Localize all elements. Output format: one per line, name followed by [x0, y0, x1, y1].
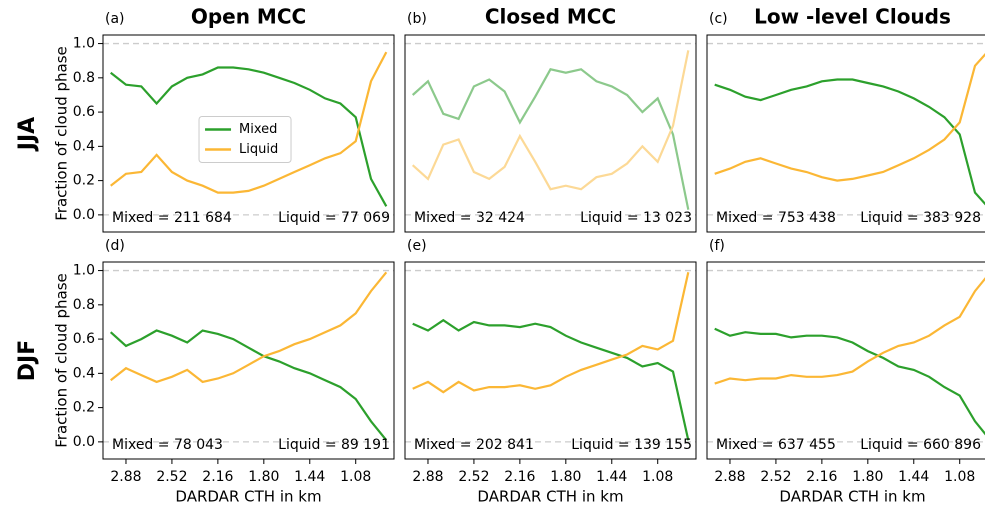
series-line — [110, 51, 388, 194]
count-annotation: Mixed = 202 841 — [414, 437, 534, 453]
series-line — [714, 52, 985, 182]
panel-label: (b) — [407, 11, 427, 27]
count-annotation: Liquid = 383 928 — [860, 210, 981, 226]
x-axis-label: DARDAR CTH in km — [477, 488, 623, 506]
x-tick-label: 1.44 — [294, 469, 325, 485]
panel-frame — [404, 34, 697, 233]
series-line — [411, 50, 690, 191]
x-tick-label: 1.08 — [642, 469, 673, 485]
count-annotation: Mixed = 637 455 — [716, 437, 836, 453]
y-tick-label: 1.0 — [73, 36, 95, 52]
y-axis-label: Fraction of cloud phase — [53, 46, 71, 221]
series-line — [110, 66, 388, 207]
x-tick-label: 2.52 — [458, 469, 489, 485]
x-tick-label: 1.80 — [852, 469, 883, 485]
series-line — [110, 271, 388, 384]
count-annotation: Mixed = 32 424 — [414, 210, 525, 226]
count-annotation: Mixed = 753 438 — [716, 210, 836, 226]
legend-label: Liquid — [239, 142, 278, 157]
y-tick-label: 0.6 — [73, 331, 95, 347]
legend-box — [198, 116, 292, 163]
series-line — [412, 272, 690, 394]
x-tick-label: 1.44 — [596, 469, 627, 485]
x-tick-label: 1.44 — [898, 469, 929, 485]
legend-label: Mixed — [239, 122, 277, 137]
y-tick-label: 1.0 — [73, 263, 95, 279]
x-tick-label: 2.52 — [156, 469, 187, 485]
count-annotation: Liquid = 660 896 — [860, 437, 981, 453]
y-tick-label: 0.8 — [73, 70, 95, 86]
series-line — [412, 318, 690, 441]
series-line — [714, 78, 985, 206]
x-tick-label: 2.88 — [412, 469, 443, 485]
count-annotation: Mixed = 211 684 — [112, 210, 232, 226]
panel-label: (f) — [709, 238, 725, 254]
y-axis-label: Fraction of cloud phase — [53, 273, 71, 448]
panel-frame — [404, 261, 697, 460]
column-title: Closed MCC — [485, 5, 616, 29]
count-annotation: Liquid = 139 155 — [571, 437, 692, 453]
y-tick-label: 0.0 — [73, 207, 95, 223]
x-tick-label: 1.08 — [944, 469, 975, 485]
panel-label: (e) — [407, 238, 427, 254]
y-tick-label: 0.2 — [73, 173, 95, 189]
x-tick-label: 1.80 — [248, 469, 279, 485]
count-annotation: Liquid = 77 069 — [278, 210, 390, 226]
y-tick-label: 0.4 — [73, 365, 95, 381]
x-tick-label: 2.88 — [110, 469, 141, 485]
panel-label: (d) — [105, 238, 125, 254]
y-tick-label: 0.2 — [73, 400, 95, 416]
x-tick-label: 2.16 — [202, 469, 233, 485]
series-line — [714, 327, 985, 436]
panel-frame — [706, 34, 985, 233]
panel-label: (c) — [709, 11, 728, 27]
count-annotation: Liquid = 13 023 — [580, 210, 692, 226]
y-tick-label: 0.4 — [73, 138, 95, 154]
x-tick-label: 2.16 — [504, 469, 535, 485]
x-tick-label: 1.80 — [550, 469, 581, 485]
x-tick-label: 1.08 — [340, 469, 371, 485]
panel-frame — [706, 261, 985, 460]
x-tick-label: 2.16 — [806, 469, 837, 485]
y-tick-label: 0.6 — [73, 104, 95, 120]
column-title: Open MCC — [191, 5, 306, 29]
panel-frame — [102, 34, 395, 233]
x-axis-label: DARDAR CTH in km — [175, 488, 321, 506]
column-title: Low -level Clouds — [754, 5, 951, 29]
series-line — [714, 277, 985, 385]
y-tick-label: 0.8 — [73, 297, 95, 313]
panel-frame — [102, 261, 395, 460]
x-tick-label: 2.88 — [714, 469, 745, 485]
panel-label: (a) — [105, 11, 125, 27]
series-line — [411, 68, 690, 210]
row-label: JJA — [15, 117, 40, 152]
count-annotation: Mixed = 78 043 — [112, 437, 223, 453]
y-tick-label: 0.0 — [73, 434, 95, 450]
row-label: DJF — [15, 340, 40, 381]
x-axis-label: DARDAR CTH in km — [779, 488, 925, 506]
series-line — [109, 329, 388, 441]
count-annotation: Liquid = 89 191 — [278, 437, 390, 453]
x-tick-label: 2.52 — [760, 469, 791, 485]
